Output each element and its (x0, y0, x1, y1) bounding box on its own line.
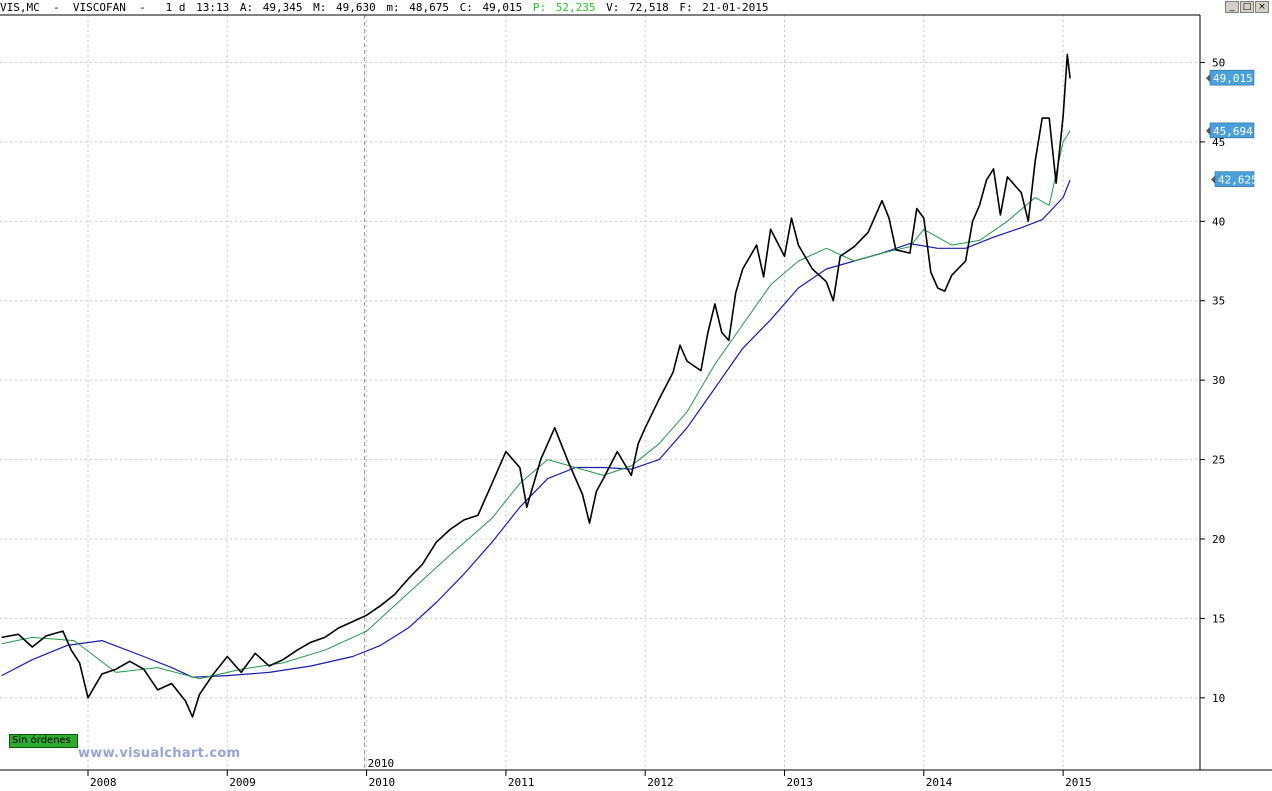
separator: - (132, 1, 159, 14)
x-tick-label: 2013 (787, 776, 814, 789)
date-value: 21-01-2015 (702, 1, 769, 14)
volume-value: 72,518 (628, 1, 669, 14)
y-tick-label: 25 (1212, 454, 1225, 467)
close-label: C: (459, 1, 473, 14)
value-tag-label: 42,625 (1218, 174, 1258, 187)
value-tag-label: 45,694 (1213, 125, 1253, 138)
value-tag-label: 49,015 (1213, 72, 1253, 85)
value-tag (1214, 171, 1255, 187)
x-tick-label: 2012 (647, 776, 674, 789)
quote-header: VIS,MC - VISCOFAN - 1 d 13:13 A: 49,345 … (0, 0, 1200, 15)
y-tick-label: 15 (1212, 612, 1225, 625)
close-button[interactable]: × (1255, 1, 1269, 13)
close-value: 49,015 (482, 1, 523, 14)
x-tick-label: 2015 (1065, 776, 1092, 789)
y-tick-label: 30 (1212, 374, 1225, 387)
date-label: F: (679, 1, 693, 14)
low-label: m: (386, 1, 400, 14)
p-value: 52,235 (555, 1, 596, 14)
y-tick-label: 35 (1212, 295, 1225, 308)
y-tick-label: 45 (1212, 136, 1225, 149)
y-tick-label: 50 (1212, 57, 1225, 70)
value-tag-pointer (1206, 126, 1210, 135)
x-tick-label: 2010 (369, 776, 396, 789)
high-label: M: (313, 1, 327, 14)
value-tag-pointer (1206, 74, 1210, 83)
ticker: VIS,MC (0, 1, 40, 14)
value-tag-pointer (1211, 175, 1215, 184)
y-tick-label: 10 (1212, 692, 1225, 705)
year-marker-label: 2010 (368, 757, 395, 770)
y-tick-label: 20 (1212, 533, 1225, 546)
high-value: 49,630 (335, 1, 376, 14)
separator: - (46, 1, 67, 14)
maximize-button[interactable]: □ (1240, 1, 1254, 13)
value-tag (1209, 122, 1255, 139)
y-tick-label: 40 (1212, 215, 1225, 228)
x-tick-label: 2014 (926, 776, 953, 789)
price-series (1, 53, 1071, 718)
orders-status[interactable]: Sin órdenes (9, 734, 78, 748)
low-value: 48,675 (409, 1, 449, 14)
fast-ma-series (1, 130, 1071, 680)
value-tag (1209, 69, 1255, 86)
x-tick-label: 2011 (508, 776, 535, 789)
p-label: P: (532, 1, 547, 14)
minimize-button[interactable]: _ (1225, 1, 1239, 13)
watermark: www.visualchart.com (78, 746, 241, 761)
slow-ma-series (1, 179, 1071, 678)
time: 13:13 (196, 1, 230, 14)
x-tick-label: 2008 (90, 776, 117, 789)
period: 1 d (165, 1, 186, 14)
open-label: A: (239, 1, 254, 14)
instrument-name: VISCOFAN (72, 1, 126, 14)
volume-label: V: (606, 1, 620, 14)
open-value: 49,345 (262, 1, 303, 14)
x-tick-label: 2009 (229, 776, 256, 789)
